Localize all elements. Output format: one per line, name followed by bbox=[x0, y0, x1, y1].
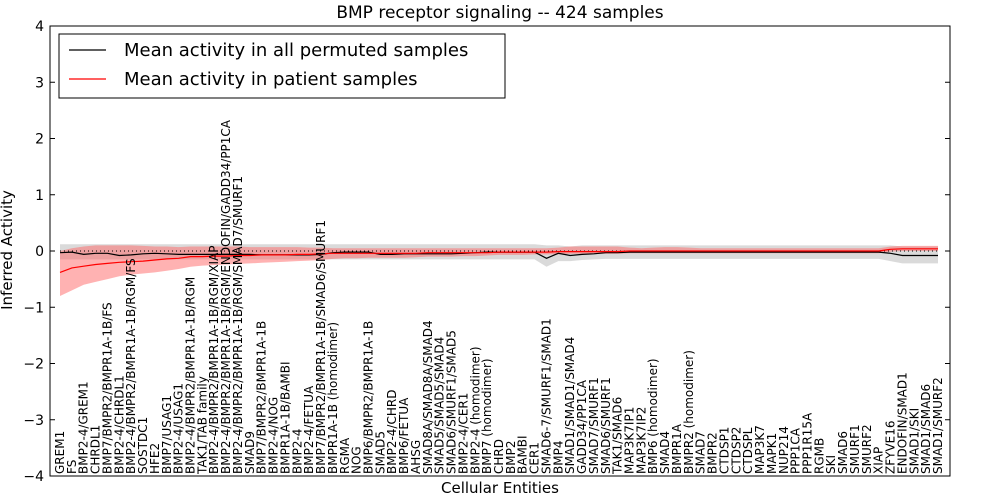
x-tick-label: TAK1/TAB family bbox=[195, 376, 209, 475]
x-tick-label: BMP2-4/NOG bbox=[267, 397, 281, 474]
x-tick-label: SMURF1 bbox=[848, 424, 862, 474]
x-tick-label: SMAD6-7/SMURF1/SMAD1 bbox=[540, 318, 554, 474]
x-axis-label: Cellular Entities bbox=[441, 479, 559, 497]
series-lines bbox=[59, 248, 938, 273]
x-tick-label: SMAD5 bbox=[373, 431, 387, 474]
y-tick-label: −2 bbox=[23, 357, 44, 373]
x-tick-label: SOSTDC1 bbox=[136, 417, 150, 474]
x-tick-label: RGMA bbox=[338, 437, 352, 474]
x-tick-label: XIAP bbox=[872, 447, 886, 474]
x-tick-label: BMP7/BMPR2/BMPR1A-1B/SMAD6/SMURF1 bbox=[314, 220, 328, 474]
x-tick-label: MAPK1 bbox=[765, 433, 779, 474]
x-tick-label: BMP6 (homodimer) bbox=[646, 358, 660, 474]
y-axis: −4 −3 −2 −1 0 1 2 3 4 bbox=[23, 19, 44, 485]
x-tick-label: BMP2-4/CER1 bbox=[456, 393, 470, 474]
confidence-bands bbox=[60, 244, 938, 296]
y-tick-label: −1 bbox=[23, 300, 44, 316]
plot-frame bbox=[49, 25, 951, 477]
x-tick-label: SMAD1/SMAD1/SMAD4 bbox=[563, 337, 577, 474]
legend: Mean activity in all permuted samples Mea… bbox=[58, 33, 506, 99]
x-tick-label: HFE2 bbox=[148, 443, 162, 474]
confidence-band-patient bbox=[60, 245, 938, 296]
x-tick-label: FS bbox=[65, 460, 79, 474]
y-tick-label: 2 bbox=[35, 132, 44, 148]
chart-title: BMP receptor signaling -- 424 samples bbox=[336, 3, 663, 23]
x-tick-label: NOG bbox=[350, 446, 364, 474]
x-tick-label: BMP2-4 bbox=[290, 429, 304, 474]
y-tick-label: −3 bbox=[23, 413, 44, 429]
x-tick-label: BMP4 bbox=[551, 441, 565, 474]
x-tick-label: SMAD1/SKI bbox=[907, 408, 921, 474]
x-tick-label: BMP2-4/CHRD bbox=[385, 390, 399, 474]
x-tick-label: BMPR1A-1B (homodimer) bbox=[326, 322, 340, 474]
x-tick-label: PPP1R15A bbox=[801, 412, 815, 474]
x-tick-label: SMAD4 bbox=[658, 431, 672, 474]
x-tick-label: CTDSP1 bbox=[717, 427, 731, 474]
x-tick-label: BMP2-4/BMPR2/BMPR1A-1B/RGM/SMAD7/SMURF1 bbox=[231, 176, 245, 474]
x-tick-label: SMAD6 bbox=[836, 431, 850, 474]
legend-box bbox=[58, 33, 506, 99]
x-tick-label: BMPR1A-1B/BAMBI bbox=[278, 361, 292, 474]
y-tick-label: 3 bbox=[35, 75, 44, 91]
y-tick-label: −4 bbox=[23, 469, 44, 485]
x-tick-label: BMP2-4/GREM1 bbox=[77, 381, 91, 474]
x-tick-label: MAP3K7IP2 bbox=[634, 407, 648, 474]
x-tick-label: TAK1/SMAD6 bbox=[611, 397, 625, 475]
x-tick-label: BAMBI bbox=[516, 435, 530, 474]
x-tick-label: BMP7 (homodimer) bbox=[480, 358, 494, 474]
x-tick-label: SMAD7/SMURF1 bbox=[587, 377, 601, 474]
series-line-patient bbox=[59, 248, 938, 273]
x-tick-label: NUP214 bbox=[777, 426, 791, 474]
legend-label: Mean activity in patient samples bbox=[124, 69, 418, 90]
x-tick-label: PPP1CA bbox=[789, 427, 803, 474]
x-tick-label: CHRD bbox=[492, 439, 506, 474]
x-tick-label: BMP2-4 (homodimer) bbox=[468, 346, 482, 474]
y-axis-label: Inferred Activity bbox=[0, 190, 16, 310]
x-tick-label: SMURF2 bbox=[860, 424, 874, 474]
x-tick-label: BMP7/USAG1 bbox=[160, 395, 174, 474]
x-tick-label: BMP2-4/FETUA bbox=[302, 385, 316, 474]
x-tick-label: BMP2-4/BMPR2/BMPR1A-1B/RGM bbox=[184, 277, 198, 474]
x-tick-label: SMAD1/SMAD6 bbox=[919, 384, 933, 474]
x-tick-label: BMP2-4/BMPR2/BMPR1A-1B/RGM/XIAP bbox=[207, 245, 221, 474]
x-tick-label: CTDSP2 bbox=[729, 427, 743, 474]
x-tick-label: ENDOFIN/SMAD1 bbox=[895, 372, 909, 474]
x-tick-label: BMP7/BMPR2/BMPR1A-1B/FS bbox=[101, 302, 115, 474]
x-tick-label: BMPR1A bbox=[670, 423, 684, 474]
x-tick-label: AHSG bbox=[409, 440, 423, 474]
x-tick-label: MAP3K7 bbox=[753, 425, 767, 474]
x-tick-label: CTDSPL bbox=[741, 427, 755, 474]
x-tick-label: BMP2-4/CHRDL1 bbox=[112, 375, 126, 474]
x-tick-label: BMP7/BMPR2/BMPR1A-1B bbox=[255, 321, 269, 474]
x-tick-label: BMP6/FETUA bbox=[397, 397, 411, 474]
x-tick-label: CER1 bbox=[528, 442, 542, 474]
x-tick-label: SKI bbox=[824, 455, 838, 474]
x-tick-label: BMP2-4/BMPR2/BMPR1A-1B/RGM/FS bbox=[124, 258, 138, 474]
x-tick-label: ZFYVE16 bbox=[884, 420, 898, 474]
y-tick-label: 1 bbox=[35, 188, 44, 204]
x-tick-label: SMAD6/SMURF1 bbox=[599, 377, 613, 474]
x-tick-label: BMPR2 bbox=[706, 432, 720, 474]
x-tick-label: GREM1 bbox=[53, 431, 67, 474]
x-tick-label: RGMB bbox=[812, 438, 826, 474]
x-tick-label: BMP6/BMPR2/BMPR1A-1B bbox=[362, 321, 376, 474]
x-tick-label: GADD34/PP1CA bbox=[575, 379, 589, 474]
x-tick-label: BMP2-4/BMPR2/BMPR1A-1B/RGM/ENDOFIN/GADD3… bbox=[219, 119, 233, 474]
x-tick-label: SMAD7 bbox=[694, 431, 708, 474]
x-tick-label: SMAD6/SMURF1/SMAD5 bbox=[445, 330, 459, 474]
x-tick-label: SMAD1/SMURF2 bbox=[931, 377, 945, 474]
legend-label: Mean activity in all permuted samples bbox=[124, 40, 468, 61]
x-tick-label: BMPR2 (homodimer) bbox=[682, 350, 696, 474]
x-tick-label: MAP3K7IP1 bbox=[623, 407, 637, 474]
x-tick-label: SMAD5/SMAD5/SMAD4 bbox=[433, 337, 447, 474]
x-tick-label: CHRDL1 bbox=[89, 425, 103, 474]
x-tick-label: SMAD8A/SMAD8A/SMAD4 bbox=[421, 320, 435, 474]
x-tick-labels: GREM1FSBMP2-4/GREM1CHRDL1BMP7/BMPR2/BMPR… bbox=[53, 119, 945, 475]
x-tick-label: BMP2 bbox=[504, 441, 518, 474]
y-tick-label: 0 bbox=[35, 244, 44, 260]
y-tick-label: 4 bbox=[35, 19, 44, 35]
x-tick-label: SMAD9 bbox=[243, 431, 257, 474]
x-tick-label: BMP2-4/USAG1 bbox=[172, 383, 186, 474]
